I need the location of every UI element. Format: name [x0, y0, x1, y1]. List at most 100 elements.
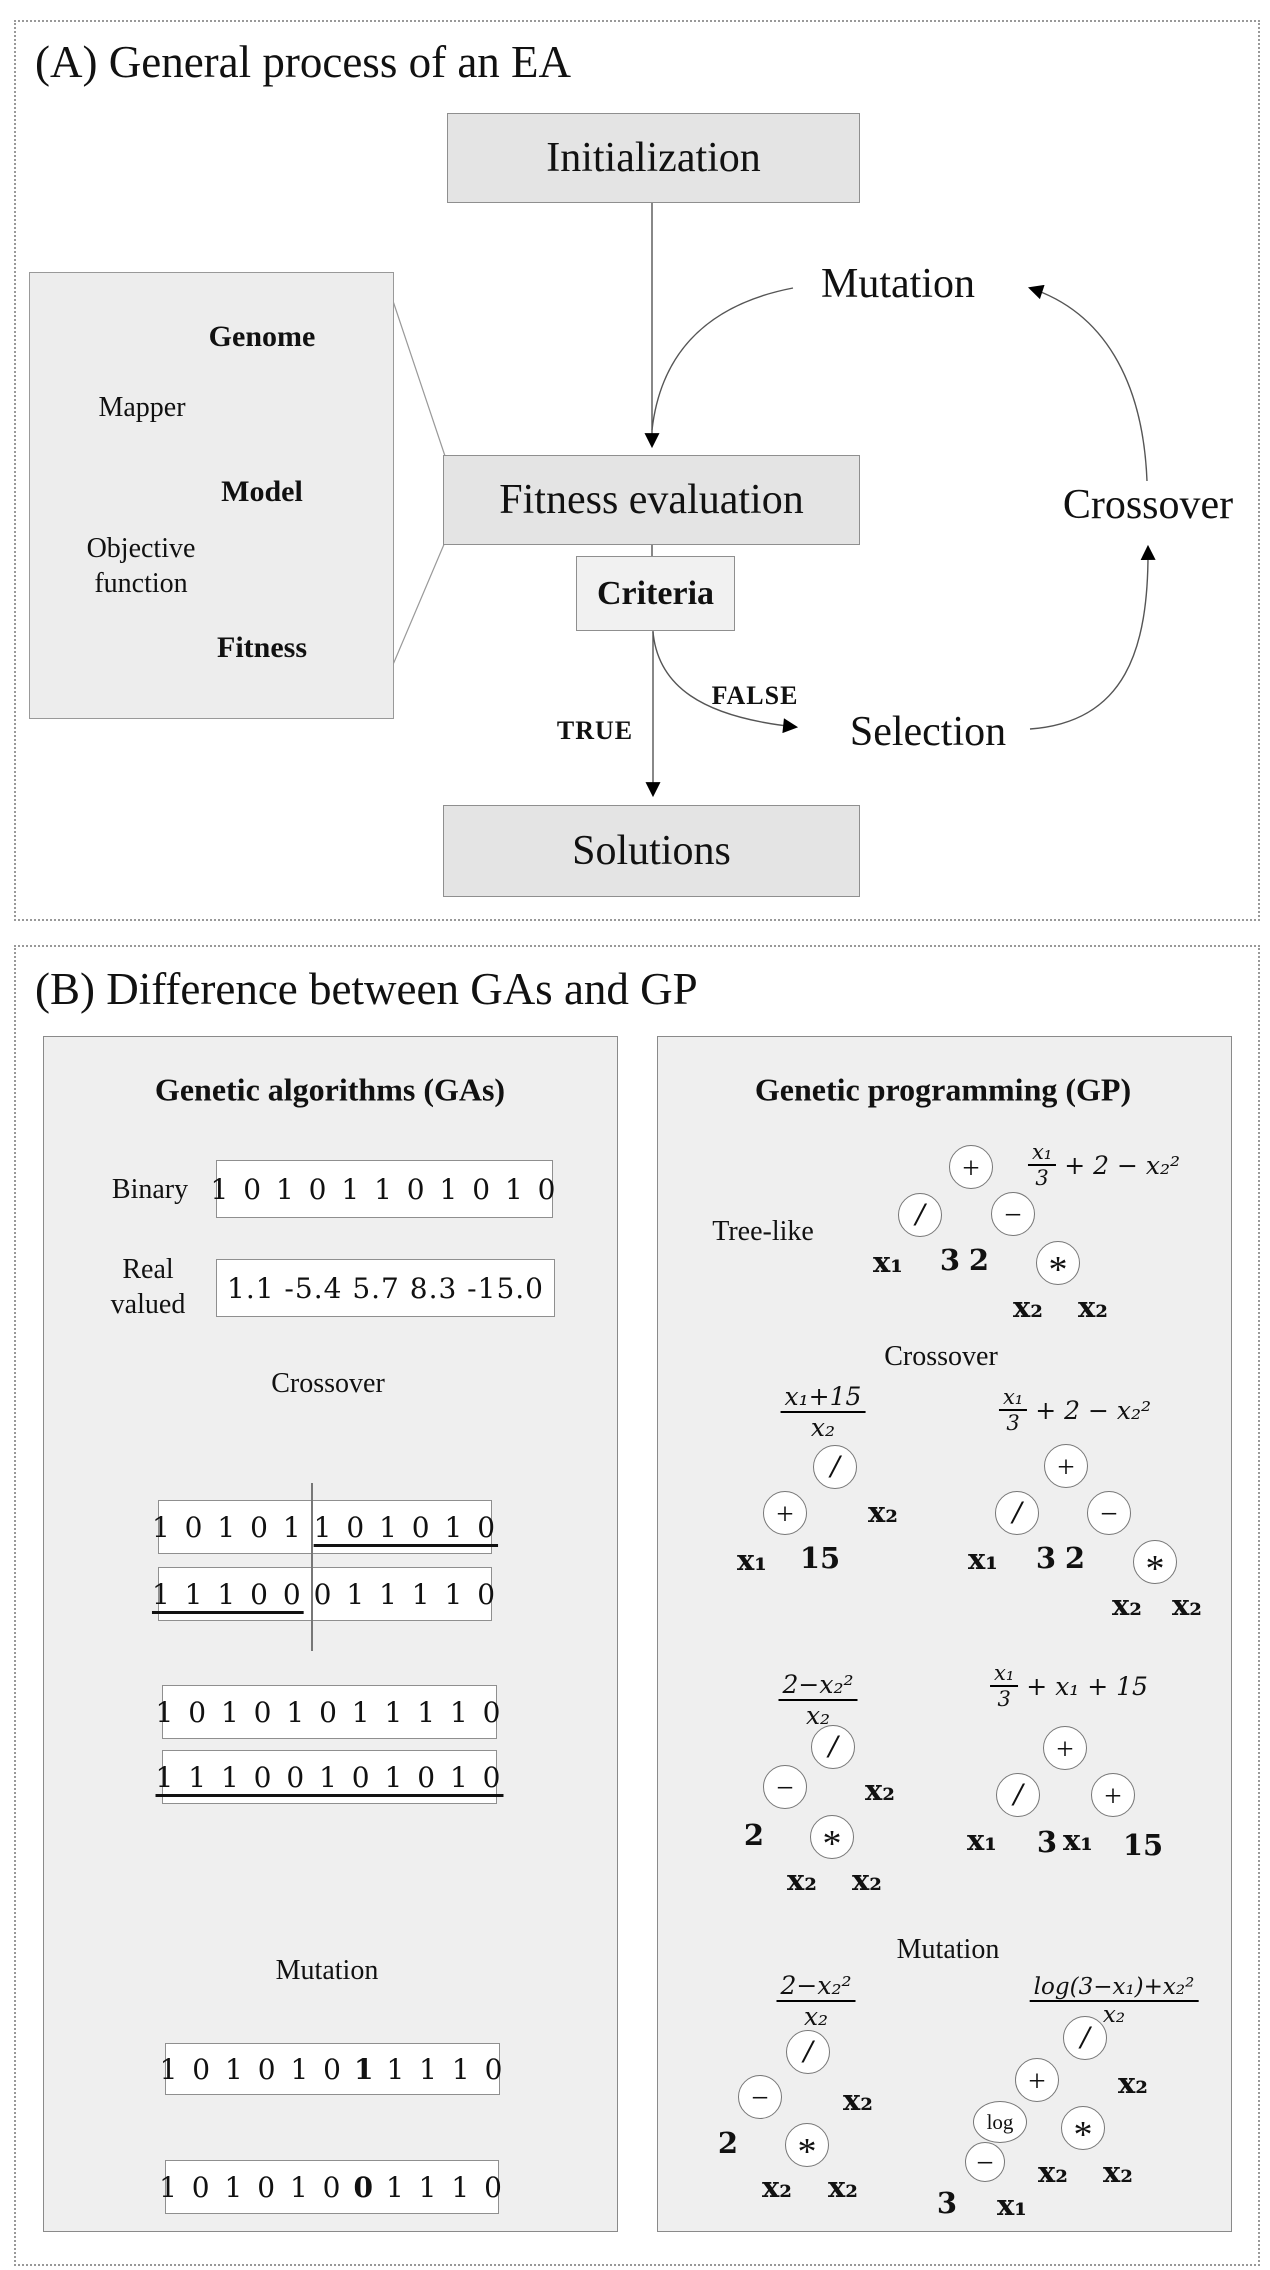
op-glyph: + [1104, 1777, 1122, 1813]
op-minus-node: − [965, 2142, 1005, 2182]
true-branch-label: TRUE [556, 716, 634, 745]
op-glyph: * [1073, 2114, 1093, 2156]
op-glyph: * [822, 1823, 842, 1865]
parent1-tail: 1 0 1 0 1 0 [313, 1510, 499, 1544]
op-divide-node: / [995, 1491, 1039, 1535]
leaf-two: 2 [1064, 1541, 1086, 1575]
mutation-step-label: Mutation [821, 261, 975, 307]
formula-num: log(3−x₁)+x₂² [1029, 1974, 1199, 2002]
ga-panel [43, 1036, 618, 2232]
solutions-label: Solutions [572, 828, 731, 874]
formula-num: x₁+15 [780, 1382, 866, 1413]
mut-after-bit: 0 [353, 2170, 376, 2204]
leaf-two: 2 [968, 1243, 990, 1277]
ga-child2-box: 1 1 1 0 0 1 0 1 0 1 0 [156, 1750, 500, 1804]
genome-label: Genome [208, 320, 316, 353]
leaf-x1: x₁ [967, 1823, 997, 1857]
leaf-three: 3 [1035, 1541, 1057, 1575]
objective-line2: function [94, 568, 188, 599]
leaf-x2: x₂ [1172, 1588, 1202, 1622]
fitness-label: Fitness [217, 631, 307, 664]
leaf-three: 3 [1036, 1825, 1058, 1859]
formula-child-right: x₁ 3 + x₁ + 15 [990, 1661, 1148, 1711]
leaf-x2: x₂ [1103, 2155, 1133, 2189]
formula-parent-right: x₁ 3 + 2 − x₂² [998, 1385, 1151, 1435]
op-minus-node: − [738, 2075, 782, 2119]
op-glyph: − [1100, 1495, 1118, 1531]
op-times-node: * [810, 1815, 854, 1863]
panel-a-border [14, 20, 1260, 921]
formula-parent-left: x₁+15 x₂ [780, 1382, 866, 1442]
leaf-x2: x₂ [1118, 2066, 1148, 2100]
objective-function-label: Objective function [87, 531, 196, 601]
op-glyph: / [803, 2033, 813, 2070]
mapper-label: Mapper [98, 392, 186, 423]
op-divide-node: / [996, 1773, 1040, 1817]
op-minus-node: − [991, 1192, 1035, 1236]
selection-step-label: Selection [849, 709, 1007, 755]
leaf-x1: x₁ [997, 2188, 1027, 2222]
mut-before-post: 1 1 1 0 [386, 2052, 506, 2086]
formula-num: 2−x₂² [778, 1670, 858, 1701]
mut-before-bit: 1 [353, 2052, 377, 2086]
fitness-evaluation-box: Fitness evaluation [443, 455, 860, 545]
gp-header: Genetic programming (GP) [754, 1071, 1132, 1108]
leaf-x2: x₂ [762, 2170, 792, 2204]
op-minus-node: − [1087, 1491, 1131, 1535]
formula-rest: + x₁ + 15 [1026, 1671, 1148, 1701]
leaf-x2: x₂ [868, 1495, 898, 1529]
op-times-node: * [785, 2123, 829, 2171]
op-glyph: / [830, 1448, 840, 1485]
child2-string: 1 1 1 0 0 1 0 1 0 1 0 [155, 1760, 504, 1794]
op-glyph: + [1056, 1730, 1074, 1766]
binary-string: 1 0 1 0 1 1 0 1 0 1 0 [210, 1172, 559, 1206]
op-plus-node: + [763, 1491, 807, 1535]
op-glyph: log [986, 2109, 1014, 2134]
formula-mutation-left: 2−x₂² x₂ [776, 1971, 856, 2031]
parent2-head: 1 1 1 0 0 [151, 1577, 304, 1611]
op-times-node: * [1036, 1241, 1080, 1289]
leaf-x1: x₁ [873, 1245, 903, 1279]
real-valued-label: Real valued [111, 1252, 186, 1322]
op-glyph: / [1080, 2019, 1090, 2056]
binary-string-box: 1 0 1 0 1 1 0 1 0 1 0 [211, 1160, 555, 1218]
op-plus-node: + [949, 1145, 993, 1189]
mut-before-pre: 1 0 1 0 1 0 [159, 2052, 344, 2086]
leaf-x1: x₁ [968, 1542, 998, 1576]
parent2-tail: 0 1 1 1 1 0 [313, 1577, 499, 1611]
gp-mutation-label: Mutation [896, 1934, 1000, 1965]
op-divide-node: / [786, 2030, 830, 2074]
gp-tree-like-label: Tree-like [712, 1216, 814, 1247]
solutions-box: Solutions [443, 805, 860, 897]
leaf-two: 2 [743, 1818, 765, 1852]
op-glyph: + [962, 1149, 980, 1185]
op-divide-node: / [898, 1193, 942, 1237]
ga-mutation-label: Mutation [275, 1955, 379, 1986]
op-glyph: / [1012, 1494, 1022, 1531]
funnel-line-bottom [391, 541, 446, 668]
ga-header: Genetic algorithms (GAs) [154, 1071, 506, 1108]
leaf-x2: x₂ [1112, 1588, 1142, 1622]
op-divide-node: / [813, 1445, 857, 1489]
fitness-evaluation-label: Fitness evaluation [499, 477, 804, 523]
leaf-x2: x₂ [852, 1863, 882, 1897]
model-label: Model [221, 475, 303, 508]
op-glyph: * [1048, 1249, 1068, 1291]
leaf-fifteen: 15 [799, 1541, 841, 1575]
real-valued-box: 1.1 -5.4 5.7 8.3 -15.0 [216, 1259, 555, 1317]
leaf-x2: x₂ [865, 1773, 895, 1807]
leaf-x2: x₂ [787, 1863, 817, 1897]
genome-mapping-box [29, 272, 394, 719]
op-glyph: + [1057, 1448, 1075, 1484]
op-times-node: * [1133, 1540, 1177, 1588]
formula-den: x₂ [1102, 2002, 1126, 2028]
leaf-x2: x₂ [1038, 2155, 1068, 2189]
leaf-two: 2 [717, 2126, 739, 2160]
op-plus-node: + [1044, 1444, 1088, 1488]
crossover-step-label: Crossover [1062, 482, 1234, 528]
funnel-line-top [391, 297, 446, 457]
leaf-x2: x₂ [1013, 1290, 1043, 1324]
op-plus-node: + [1091, 1773, 1135, 1817]
curve-crossover-to-mutation [1028, 284, 1148, 482]
